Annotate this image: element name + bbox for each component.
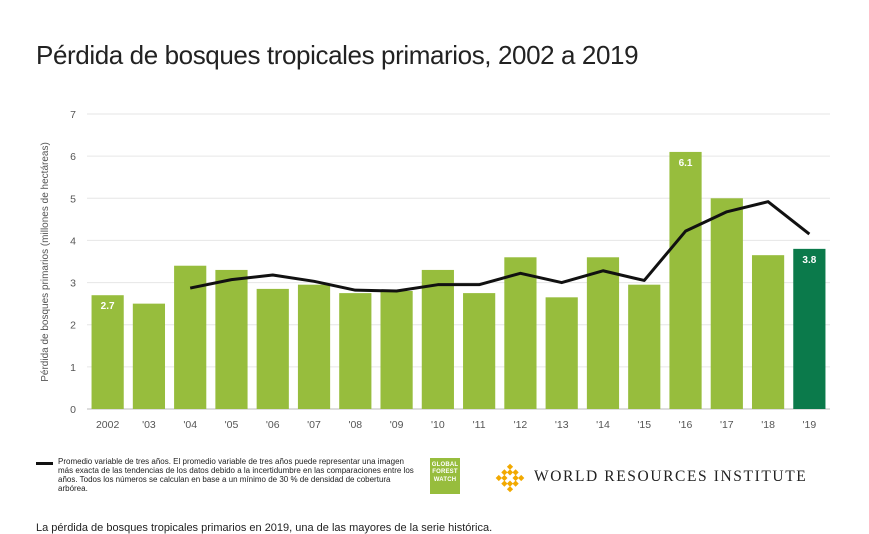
bar-chart: 0 1 2 3 4 5 6 7 2.7 6.1 3.8 2002 '03 '04 '05 '06 '07 '0… — [40, 109, 830, 431]
legend-text: Promedio variable de tres años. El prome… — [58, 457, 414, 493]
x-tick-label: '09 — [390, 419, 404, 431]
y-tick-label: 5 — [70, 193, 76, 205]
bar — [380, 291, 413, 409]
bar — [751, 255, 785, 409]
bar — [132, 303, 166, 409]
wri-icon-diamond — [506, 463, 514, 470]
legend: Promedio variable de tres años. El prome… — [36, 457, 416, 493]
y-tick-label: 1 — [70, 362, 76, 374]
gfw-logo-line: FOREST — [432, 469, 458, 476]
bar-labels: 2.7 6.1 3.8 — [101, 158, 817, 312]
bar — [463, 293, 496, 409]
wri-icon-diamond — [501, 469, 508, 476]
bar — [91, 295, 124, 409]
bar — [710, 198, 743, 409]
x-tick-label: '17 — [720, 419, 734, 431]
x-tick-label: 2002 — [96, 419, 120, 431]
x-tick-label: '18 — [761, 419, 775, 431]
chart-title: Pérdida de bosques tropicales primarios,… — [36, 40, 639, 70]
y-tick-label: 4 — [70, 235, 76, 247]
x-tick-label: '16 — [679, 419, 693, 431]
bar — [504, 257, 537, 409]
x-tick-label: '12 — [514, 419, 528, 431]
x-tick-label: '06 — [266, 419, 280, 431]
footnote-text: La pérdida de bosques tropicales primari… — [36, 522, 493, 534]
x-tick-label: '05 — [225, 419, 239, 431]
x-tick-label: '08 — [348, 419, 362, 431]
wri-icon-diamond — [512, 469, 519, 476]
wri-icon-diamond — [506, 486, 514, 493]
x-tick-label: '15 — [637, 419, 651, 431]
gfw-logo-line: GLOBAL — [431, 462, 459, 468]
bar — [339, 293, 372, 409]
moving-average-line — [189, 200, 811, 293]
y-tick-label: 0 — [70, 404, 76, 416]
x-tick-label: '07 — [307, 419, 321, 431]
moving-average-series — [189, 200, 811, 293]
legend-line-swatch — [36, 462, 53, 465]
wri-logo-icon — [495, 463, 525, 493]
bars — [91, 151, 826, 409]
wri-icon-diamond — [512, 474, 519, 482]
x-axis-ticks: 2002 '03 '04 '05 '06 '07 '08 '09 '10 '11 '12 '13 '14… — [96, 419, 816, 431]
wri-logo-name: WORLD RESOURCES INSTITUTE — [534, 468, 808, 485]
wri-icon-diamond — [518, 474, 525, 482]
x-tick-label: '11 — [473, 419, 486, 431]
bar — [421, 269, 454, 409]
x-tick-label: '14 — [596, 419, 610, 431]
bar-value-label: 6.1 — [679, 158, 693, 169]
wri-icon-diamond — [495, 474, 502, 482]
gfw-logo-line: WATCH — [433, 476, 457, 483]
bar-value-label: 3.8 — [802, 255, 816, 266]
wri-icon-diamond — [501, 474, 508, 482]
bar — [669, 151, 702, 409]
y-axis-ticks: 0 1 2 3 4 5 6 7 — [70, 109, 76, 416]
bar — [174, 265, 207, 409]
y-tick-label: 7 — [70, 109, 76, 121]
x-tick-label: '13 — [555, 419, 569, 431]
y-tick-label: 3 — [70, 278, 76, 290]
y-tick-label: 6 — [70, 151, 76, 163]
x-tick-label: '10 — [431, 419, 445, 431]
bar — [256, 288, 289, 409]
y-tick-label: 2 — [70, 320, 76, 332]
wri-icon-diamond — [501, 480, 508, 487]
bar — [793, 248, 826, 409]
x-tick-label: '04 — [183, 419, 197, 431]
wri-icon-diamond — [506, 469, 514, 476]
global-forest-watch-logo: GLOBAL FOREST WATCH — [430, 458, 460, 494]
bar — [545, 297, 578, 409]
y-axis-label: Pérdida de bosques primarios (millones d… — [40, 142, 51, 382]
bar — [297, 284, 331, 409]
bar — [215, 269, 248, 409]
bar — [586, 257, 620, 409]
wri-icon-diamond — [506, 480, 514, 487]
bar — [628, 284, 661, 409]
wri-icon-diamond — [512, 480, 519, 487]
x-tick-label: '03 — [142, 419, 156, 431]
x-tick-label: '19 — [803, 419, 817, 431]
bar-value-label: 2.7 — [101, 301, 115, 312]
